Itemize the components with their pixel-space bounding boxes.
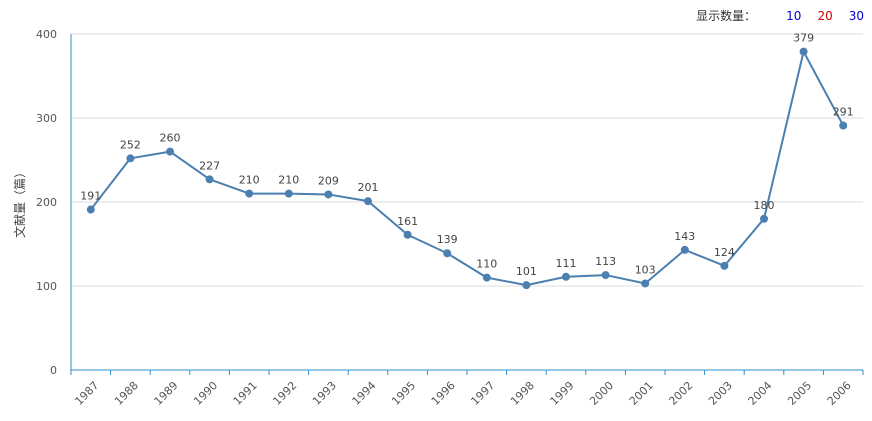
data-label: 291	[833, 106, 854, 119]
data-label: 111	[556, 257, 577, 270]
data-point	[641, 279, 650, 288]
data-point	[562, 272, 570, 281]
data-point	[799, 47, 808, 56]
y-tick-label: 400	[36, 28, 57, 41]
series-line	[90, 50, 845, 287]
data-point	[443, 249, 452, 258]
data-label: 139	[437, 233, 458, 246]
y-tick-label: 100	[36, 280, 57, 293]
data-point	[86, 205, 95, 214]
x-tick-label: 1988	[112, 379, 141, 408]
data-label: 103	[635, 263, 656, 276]
x-tick-label: 1987	[72, 379, 101, 408]
x-tick-label: 2005	[785, 379, 814, 408]
display-count-controls: 显示数量： 10 20 30	[696, 7, 864, 24]
data-point	[166, 147, 174, 156]
data-label: 210	[278, 174, 299, 187]
x-tick-label: 2001	[627, 379, 656, 408]
data-point	[245, 189, 254, 198]
x-tick-label: 1989	[152, 379, 181, 408]
data-label: 180	[754, 199, 775, 212]
data-point	[284, 189, 293, 198]
data-point	[482, 273, 491, 282]
x-tick-label: 1998	[508, 379, 537, 408]
x-tick-label: 1993	[310, 379, 339, 408]
data-label: 124	[714, 246, 735, 259]
data-point	[680, 245, 689, 254]
x-tick-label: 2006	[825, 379, 854, 408]
x-tick-label: 2000	[587, 379, 616, 408]
data-label: 113	[595, 255, 616, 268]
data-label: 252	[120, 138, 141, 151]
data-label: 143	[674, 230, 695, 243]
data-label: 161	[397, 215, 418, 228]
data-point	[126, 154, 135, 163]
data-point	[324, 190, 333, 199]
x-tick-label: 1996	[429, 379, 458, 408]
x-tick-label: 1991	[231, 379, 260, 408]
data-point	[839, 121, 848, 130]
y-tick-label: 0	[50, 364, 57, 377]
x-tick-label: 1992	[270, 379, 299, 408]
x-tick-label: 2004	[746, 379, 775, 408]
x-tick-label: 1997	[468, 379, 497, 408]
data-label: 260	[160, 132, 181, 145]
x-tick-label: 2003	[706, 379, 735, 408]
data-point	[364, 197, 372, 206]
data-label: 110	[476, 258, 497, 271]
display-count-option-20[interactable]: 20	[817, 8, 833, 23]
data-point	[522, 281, 531, 290]
x-tick-label: 2002	[666, 379, 695, 408]
data-point	[403, 230, 412, 239]
data-label: 191	[80, 190, 101, 203]
data-label: 210	[239, 174, 260, 187]
display-count-option-10[interactable]: 10	[786, 8, 802, 23]
data-point	[205, 175, 214, 184]
data-label: 379	[793, 32, 814, 45]
display-count-option-30[interactable]: 30	[848, 8, 864, 23]
data-label: 201	[358, 181, 379, 194]
data-label: 227	[199, 159, 220, 172]
data-label: 209	[318, 174, 339, 187]
data-point	[760, 214, 768, 223]
y-tick-label: 200	[36, 196, 57, 209]
y-tick-label: 300	[36, 112, 57, 125]
data-point	[720, 261, 729, 270]
x-tick-label: 1990	[191, 379, 220, 408]
x-tick-label: 1995	[389, 379, 418, 408]
x-tick-label: 1994	[350, 379, 379, 408]
display-count-label: 显示数量：	[696, 9, 757, 23]
data-point	[601, 271, 610, 280]
data-label: 101	[516, 265, 537, 278]
y-axis-title: 文献量（篇）	[12, 166, 27, 238]
x-tick-label: 1999	[548, 379, 577, 408]
